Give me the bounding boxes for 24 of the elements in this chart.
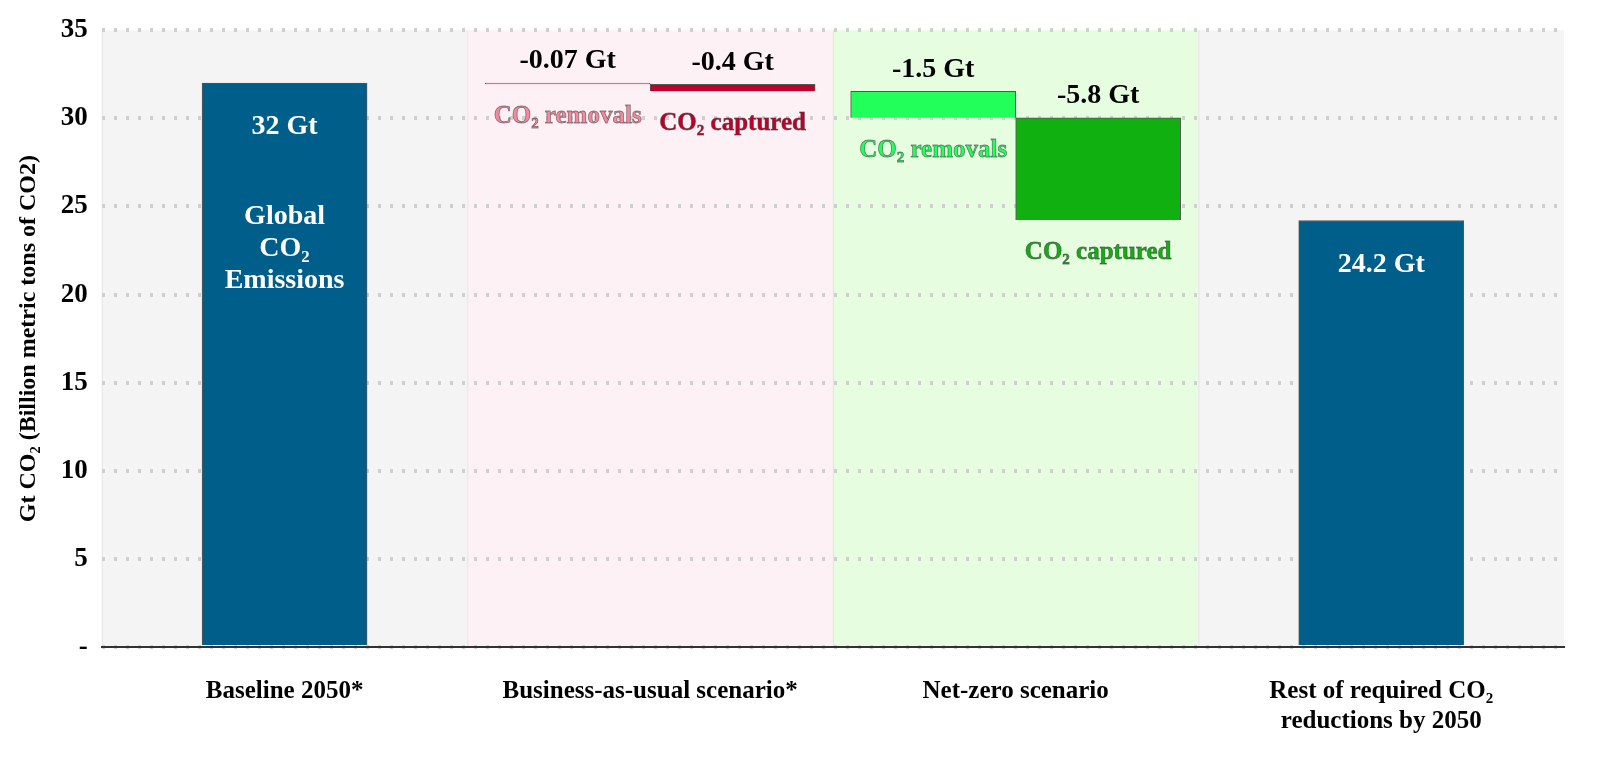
x-tick-label: Baseline 2050* (205, 676, 364, 704)
y-tick-label: 10 (60, 453, 88, 484)
y-tick-label: 30 (60, 101, 88, 132)
x-tick-label: Rest of required CO₂ reductions by 2050 (1269, 676, 1494, 734)
series-label: CO₂ removals (859, 134, 1008, 162)
y-axis-title: Gt CO₂ (Billion metric tons of CO2) (13, 155, 40, 523)
x-tick-label: Net-zero scenario (922, 676, 1109, 704)
series-label: CO₂ captured (1024, 236, 1172, 264)
data-label: -0.4 Gt (691, 44, 775, 76)
y-tick-label: 35 (60, 13, 88, 44)
x-tick-label: Business-as-usual scenario* (502, 676, 798, 704)
annotation: Global CO₂ Emissions (224, 199, 345, 295)
y-tick-label: 25 (60, 189, 88, 220)
text: CO₂ captured (659, 108, 806, 136)
data-label: -1.5 Gt (891, 51, 976, 83)
y-tick-label: 20 (60, 277, 88, 308)
data-label: 24.2 Gt (1337, 246, 1426, 278)
data-label: -0.07 Gt (519, 43, 617, 75)
data-label: -5.8 Gt (1056, 78, 1141, 110)
y-tick-label: 5 (74, 541, 88, 572)
y-tick-label: 15 (60, 365, 88, 396)
data-label: 32 Gt (251, 109, 319, 141)
text: CO₂ removals (493, 101, 642, 129)
y-tick-label: - (78, 629, 88, 660)
